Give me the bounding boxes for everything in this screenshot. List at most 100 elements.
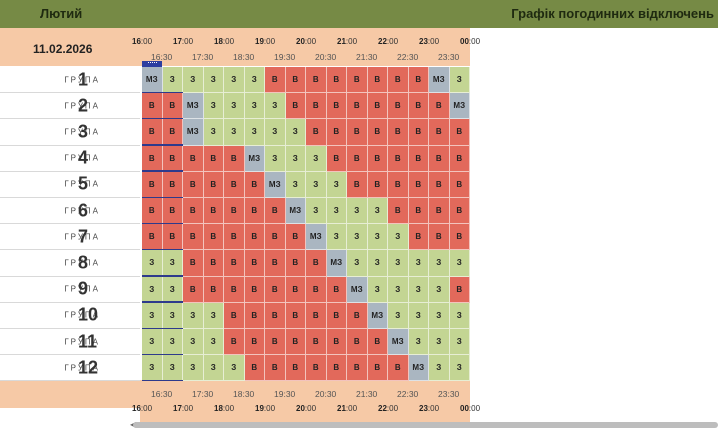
schedule-cell[interactable]: В [367, 171, 388, 198]
schedule-cell[interactable]: В [408, 198, 429, 225]
schedule-cell[interactable]: З [183, 67, 204, 94]
schedule-cell[interactable]: В [429, 224, 450, 251]
schedule-cell[interactable]: З [388, 276, 409, 303]
schedule-cell[interactable]: З [142, 276, 163, 303]
schedule-cell[interactable]: В [162, 224, 183, 251]
schedule-cell[interactable]: В [326, 302, 347, 329]
schedule-cell[interactable]: В [429, 145, 450, 172]
schedule-cell[interactable]: З [388, 302, 409, 329]
schedule-cell[interactable]: З [449, 250, 470, 277]
schedule-cell[interactable]: МЗ [449, 93, 470, 120]
schedule-cell[interactable]: З [408, 329, 429, 356]
schedule-cell[interactable]: З [367, 276, 388, 303]
schedule-cell[interactable]: З [244, 67, 265, 94]
schedule-cell[interactable]: В [244, 302, 265, 329]
schedule-cell[interactable]: В [449, 145, 470, 172]
schedule-cell[interactable]: З [162, 329, 183, 356]
schedule-cell[interactable]: В [224, 329, 245, 356]
schedule-cell[interactable]: В [183, 224, 204, 251]
schedule-cell[interactable]: З [265, 93, 286, 120]
schedule-cell[interactable]: З [142, 302, 163, 329]
schedule-cell[interactable]: В [203, 171, 224, 198]
schedule-cell[interactable]: В [449, 224, 470, 251]
schedule-cell[interactable]: З [347, 198, 368, 225]
schedule-cell[interactable]: В [306, 67, 327, 94]
schedule-cell[interactable]: З [203, 119, 224, 146]
schedule-cell[interactable]: В [347, 93, 368, 120]
schedule-cell[interactable]: З [326, 224, 347, 251]
schedule-cell[interactable]: З [162, 302, 183, 329]
schedule-cell[interactable]: З [203, 67, 224, 94]
schedule-cell[interactable]: З [429, 250, 450, 277]
schedule-cell[interactable]: В [203, 224, 224, 251]
schedule-cell[interactable]: В [285, 250, 306, 277]
schedule-cell[interactable]: В [449, 198, 470, 225]
schedule-cell[interactable]: В [142, 93, 163, 120]
schedule-cell[interactable]: В [388, 119, 409, 146]
schedule-cell[interactable]: З [265, 119, 286, 146]
schedule-cell[interactable]: З [347, 224, 368, 251]
schedule-cell[interactable]: З [224, 119, 245, 146]
schedule-cell[interactable]: З [244, 93, 265, 120]
schedule-cell[interactable]: В [347, 355, 368, 382]
schedule-cell[interactable]: В [367, 93, 388, 120]
schedule-cell[interactable]: В [306, 302, 327, 329]
schedule-cell[interactable]: З [449, 67, 470, 94]
schedule-cell[interactable]: В [285, 329, 306, 356]
schedule-cell[interactable]: З [449, 355, 470, 382]
schedule-cell[interactable]: В [142, 145, 163, 172]
schedule-cell[interactable]: З [203, 329, 224, 356]
schedule-cell[interactable]: МЗ [244, 145, 265, 172]
schedule-cell[interactable]: З [285, 145, 306, 172]
schedule-cell[interactable]: В [449, 119, 470, 146]
schedule-cell[interactable]: З [142, 329, 163, 356]
schedule-cell[interactable]: В [224, 171, 245, 198]
schedule-cell[interactable]: В [367, 145, 388, 172]
schedule-cell[interactable]: В [142, 198, 163, 225]
schedule-cell[interactable]: В [347, 171, 368, 198]
schedule-cell[interactable]: В [203, 276, 224, 303]
schedule-cell[interactable]: В [183, 276, 204, 303]
schedule-cell[interactable]: В [347, 329, 368, 356]
schedule-cell[interactable]: З [265, 145, 286, 172]
schedule-cell[interactable]: З [162, 355, 183, 382]
schedule-cell[interactable]: В [408, 145, 429, 172]
schedule-cell[interactable]: В [449, 276, 470, 303]
schedule-cell[interactable]: В [347, 119, 368, 146]
schedule-cell[interactable]: В [326, 276, 347, 303]
schedule-cell[interactable]: МЗ [367, 302, 388, 329]
schedule-cell[interactable]: В [306, 329, 327, 356]
schedule-cell[interactable]: В [183, 198, 204, 225]
schedule-cell[interactable]: В [326, 329, 347, 356]
schedule-cell[interactable]: В [203, 198, 224, 225]
schedule-cell[interactable]: В [265, 67, 286, 94]
schedule-cell[interactable]: В [449, 171, 470, 198]
schedule-cell[interactable]: В [408, 67, 429, 94]
schedule-cell[interactable]: З [408, 302, 429, 329]
schedule-cell[interactable]: З [203, 355, 224, 382]
schedule-cell[interactable]: В [224, 276, 245, 303]
schedule-cell[interactable]: В [388, 67, 409, 94]
schedule-cell[interactable]: З [142, 250, 163, 277]
schedule-cell[interactable]: В [142, 224, 163, 251]
schedule-cell[interactable]: З [326, 198, 347, 225]
schedule-cell[interactable]: В [429, 93, 450, 120]
schedule-cell[interactable]: В [244, 355, 265, 382]
schedule-cell[interactable]: В [162, 145, 183, 172]
schedule-cell[interactable]: В [285, 355, 306, 382]
horizontal-scrollbar[interactable] [133, 422, 718, 428]
schedule-cell[interactable]: В [224, 224, 245, 251]
schedule-cell[interactable]: В [224, 302, 245, 329]
schedule-cell[interactable]: В [265, 302, 286, 329]
schedule-cell[interactable]: З [429, 329, 450, 356]
schedule-cell[interactable]: В [142, 119, 163, 146]
schedule-cell[interactable]: В [265, 250, 286, 277]
schedule-cell[interactable]: В [429, 119, 450, 146]
schedule-cell[interactable]: В [244, 171, 265, 198]
schedule-cell[interactable]: В [203, 250, 224, 277]
schedule-cell[interactable]: МЗ [347, 276, 368, 303]
schedule-cell[interactable]: В [388, 355, 409, 382]
schedule-cell[interactable]: В [183, 145, 204, 172]
schedule-cell[interactable]: В [285, 93, 306, 120]
schedule-cell[interactable]: З [224, 355, 245, 382]
